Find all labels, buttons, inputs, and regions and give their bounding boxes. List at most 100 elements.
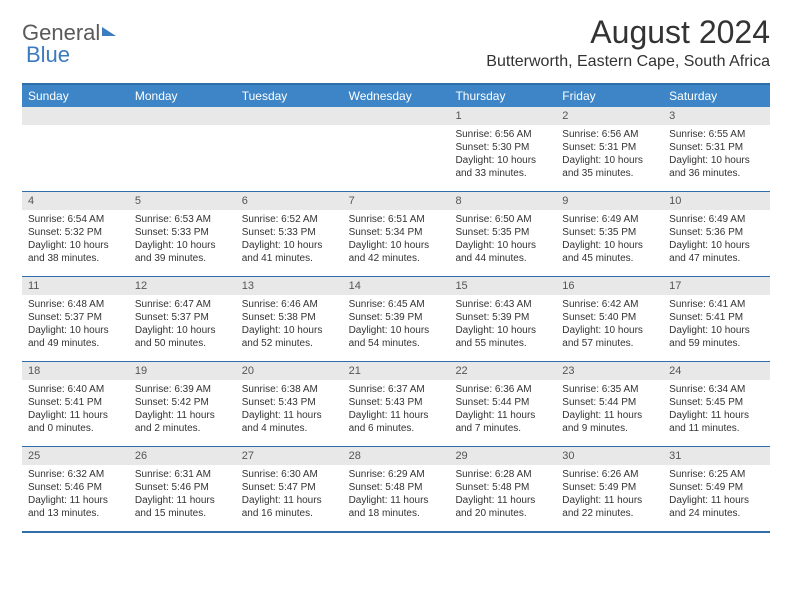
- calendar-cell: 5Sunrise: 6:53 AMSunset: 5:33 PMDaylight…: [129, 192, 236, 276]
- sunrise-line: Sunrise: 6:51 AM: [349, 213, 444, 226]
- sunrise-line: Sunrise: 6:50 AM: [455, 213, 550, 226]
- sunrise-line: Sunrise: 6:30 AM: [242, 468, 337, 481]
- day-number: 30: [556, 447, 663, 465]
- sunrise-line: Sunrise: 6:28 AM: [455, 468, 550, 481]
- daylight-line: Daylight: 11 hours and 4 minutes.: [242, 409, 337, 435]
- page-header: General August 2024 Butterworth, Eastern…: [0, 0, 792, 75]
- sunrise-line: Sunrise: 6:34 AM: [669, 383, 764, 396]
- day-number: 8: [449, 192, 556, 210]
- calendar-cell: 27Sunrise: 6:30 AMSunset: 5:47 PMDayligh…: [236, 447, 343, 531]
- sunrise-line: Sunrise: 6:37 AM: [349, 383, 444, 396]
- day-details: Sunrise: 6:31 AMSunset: 5:46 PMDaylight:…: [129, 465, 236, 524]
- day-number: 25: [22, 447, 129, 465]
- calendar-grid: SundayMondayTuesdayWednesdayThursdayFrid…: [22, 83, 770, 533]
- daylight-line: Daylight: 10 hours and 33 minutes.: [455, 154, 550, 180]
- day-details: Sunrise: 6:28 AMSunset: 5:48 PMDaylight:…: [449, 465, 556, 524]
- sunset-line: Sunset: 5:40 PM: [562, 311, 657, 324]
- sunrise-line: Sunrise: 6:48 AM: [28, 298, 123, 311]
- daylight-line: Daylight: 11 hours and 7 minutes.: [455, 409, 550, 435]
- day-number: 20: [236, 362, 343, 380]
- calendar-cell: 2Sunrise: 6:56 AMSunset: 5:31 PMDaylight…: [556, 107, 663, 191]
- sunrise-line: Sunrise: 6:52 AM: [242, 213, 337, 226]
- daylight-line: Daylight: 11 hours and 2 minutes.: [135, 409, 230, 435]
- sunset-line: Sunset: 5:39 PM: [349, 311, 444, 324]
- calendar-week: 11Sunrise: 6:48 AMSunset: 5:37 PMDayligh…: [22, 276, 770, 361]
- sunset-line: Sunset: 5:48 PM: [455, 481, 550, 494]
- sunset-line: Sunset: 5:33 PM: [242, 226, 337, 239]
- sunrise-line: Sunrise: 6:39 AM: [135, 383, 230, 396]
- calendar-cell: 9Sunrise: 6:49 AMSunset: 5:35 PMDaylight…: [556, 192, 663, 276]
- day-number: 19: [129, 362, 236, 380]
- day-details: Sunrise: 6:52 AMSunset: 5:33 PMDaylight:…: [236, 210, 343, 269]
- sunrise-line: Sunrise: 6:35 AM: [562, 383, 657, 396]
- daylight-line: Daylight: 11 hours and 18 minutes.: [349, 494, 444, 520]
- calendar-week: 18Sunrise: 6:40 AMSunset: 5:41 PMDayligh…: [22, 361, 770, 446]
- day-details: Sunrise: 6:46 AMSunset: 5:38 PMDaylight:…: [236, 295, 343, 354]
- title-block: August 2024 Butterworth, Eastern Cape, S…: [486, 14, 770, 71]
- sunrise-line: Sunrise: 6:41 AM: [669, 298, 764, 311]
- sunrise-line: Sunrise: 6:31 AM: [135, 468, 230, 481]
- daylight-line: Daylight: 10 hours and 49 minutes.: [28, 324, 123, 350]
- day-details: Sunrise: 6:40 AMSunset: 5:41 PMDaylight:…: [22, 380, 129, 439]
- sunrise-line: Sunrise: 6:38 AM: [242, 383, 337, 396]
- daylight-line: Daylight: 10 hours and 52 minutes.: [242, 324, 337, 350]
- calendar-cell: 30Sunrise: 6:26 AMSunset: 5:49 PMDayligh…: [556, 447, 663, 531]
- sunset-line: Sunset: 5:42 PM: [135, 396, 230, 409]
- calendar-week: 25Sunrise: 6:32 AMSunset: 5:46 PMDayligh…: [22, 446, 770, 531]
- sunset-line: Sunset: 5:44 PM: [562, 396, 657, 409]
- calendar-cell: 14Sunrise: 6:45 AMSunset: 5:39 PMDayligh…: [343, 277, 450, 361]
- calendar-cell: 25Sunrise: 6:32 AMSunset: 5:46 PMDayligh…: [22, 447, 129, 531]
- daylight-line: Daylight: 10 hours and 50 minutes.: [135, 324, 230, 350]
- day-details: Sunrise: 6:41 AMSunset: 5:41 PMDaylight:…: [663, 295, 770, 354]
- day-number: 23: [556, 362, 663, 380]
- day-details: Sunrise: 6:43 AMSunset: 5:39 PMDaylight:…: [449, 295, 556, 354]
- day-details: Sunrise: 6:54 AMSunset: 5:32 PMDaylight:…: [22, 210, 129, 269]
- day-number: 26: [129, 447, 236, 465]
- daylight-line: Daylight: 11 hours and 6 minutes.: [349, 409, 444, 435]
- calendar-cell: 24Sunrise: 6:34 AMSunset: 5:45 PMDayligh…: [663, 362, 770, 446]
- sunset-line: Sunset: 5:47 PM: [242, 481, 337, 494]
- daylight-line: Daylight: 11 hours and 22 minutes.: [562, 494, 657, 520]
- sunset-line: Sunset: 5:43 PM: [242, 396, 337, 409]
- sunset-line: Sunset: 5:37 PM: [135, 311, 230, 324]
- day-number: 4: [22, 192, 129, 210]
- calendar-cell: 23Sunrise: 6:35 AMSunset: 5:44 PMDayligh…: [556, 362, 663, 446]
- day-header: Monday: [129, 85, 236, 107]
- day-number: 31: [663, 447, 770, 465]
- location-subtitle: Butterworth, Eastern Cape, South Africa: [486, 53, 770, 71]
- sunset-line: Sunset: 5:37 PM: [28, 311, 123, 324]
- calendar-cell: [343, 107, 450, 191]
- daylight-line: Daylight: 11 hours and 16 minutes.: [242, 494, 337, 520]
- calendar-week: 4Sunrise: 6:54 AMSunset: 5:32 PMDaylight…: [22, 191, 770, 276]
- sunset-line: Sunset: 5:44 PM: [455, 396, 550, 409]
- day-number: 14: [343, 277, 450, 295]
- sunset-line: Sunset: 5:48 PM: [349, 481, 444, 494]
- daylight-line: Daylight: 11 hours and 0 minutes.: [28, 409, 123, 435]
- day-details: Sunrise: 6:55 AMSunset: 5:31 PMDaylight:…: [663, 125, 770, 184]
- calendar-cell: 4Sunrise: 6:54 AMSunset: 5:32 PMDaylight…: [22, 192, 129, 276]
- day-details: Sunrise: 6:56 AMSunset: 5:31 PMDaylight:…: [556, 125, 663, 184]
- daylight-line: Daylight: 10 hours and 41 minutes.: [242, 239, 337, 265]
- calendar-cell: 3Sunrise: 6:55 AMSunset: 5:31 PMDaylight…: [663, 107, 770, 191]
- day-number-empty: [22, 107, 129, 125]
- daylight-line: Daylight: 10 hours and 39 minutes.: [135, 239, 230, 265]
- day-header: Saturday: [663, 85, 770, 107]
- calendar-cell: 8Sunrise: 6:50 AMSunset: 5:35 PMDaylight…: [449, 192, 556, 276]
- day-number: 12: [129, 277, 236, 295]
- day-details: Sunrise: 6:51 AMSunset: 5:34 PMDaylight:…: [343, 210, 450, 269]
- day-number: 16: [556, 277, 663, 295]
- sunset-line: Sunset: 5:31 PM: [562, 141, 657, 154]
- calendar-cell: 18Sunrise: 6:40 AMSunset: 5:41 PMDayligh…: [22, 362, 129, 446]
- logo-triangle-icon: [102, 27, 116, 36]
- day-details: Sunrise: 6:47 AMSunset: 5:37 PMDaylight:…: [129, 295, 236, 354]
- day-header: Wednesday: [343, 85, 450, 107]
- sunrise-line: Sunrise: 6:32 AM: [28, 468, 123, 481]
- sunset-line: Sunset: 5:45 PM: [669, 396, 764, 409]
- sunrise-line: Sunrise: 6:46 AM: [242, 298, 337, 311]
- calendar-cell: 19Sunrise: 6:39 AMSunset: 5:42 PMDayligh…: [129, 362, 236, 446]
- day-details: Sunrise: 6:39 AMSunset: 5:42 PMDaylight:…: [129, 380, 236, 439]
- day-number: 3: [663, 107, 770, 125]
- calendar-cell: 13Sunrise: 6:46 AMSunset: 5:38 PMDayligh…: [236, 277, 343, 361]
- sunrise-line: Sunrise: 6:29 AM: [349, 468, 444, 481]
- day-details: Sunrise: 6:32 AMSunset: 5:46 PMDaylight:…: [22, 465, 129, 524]
